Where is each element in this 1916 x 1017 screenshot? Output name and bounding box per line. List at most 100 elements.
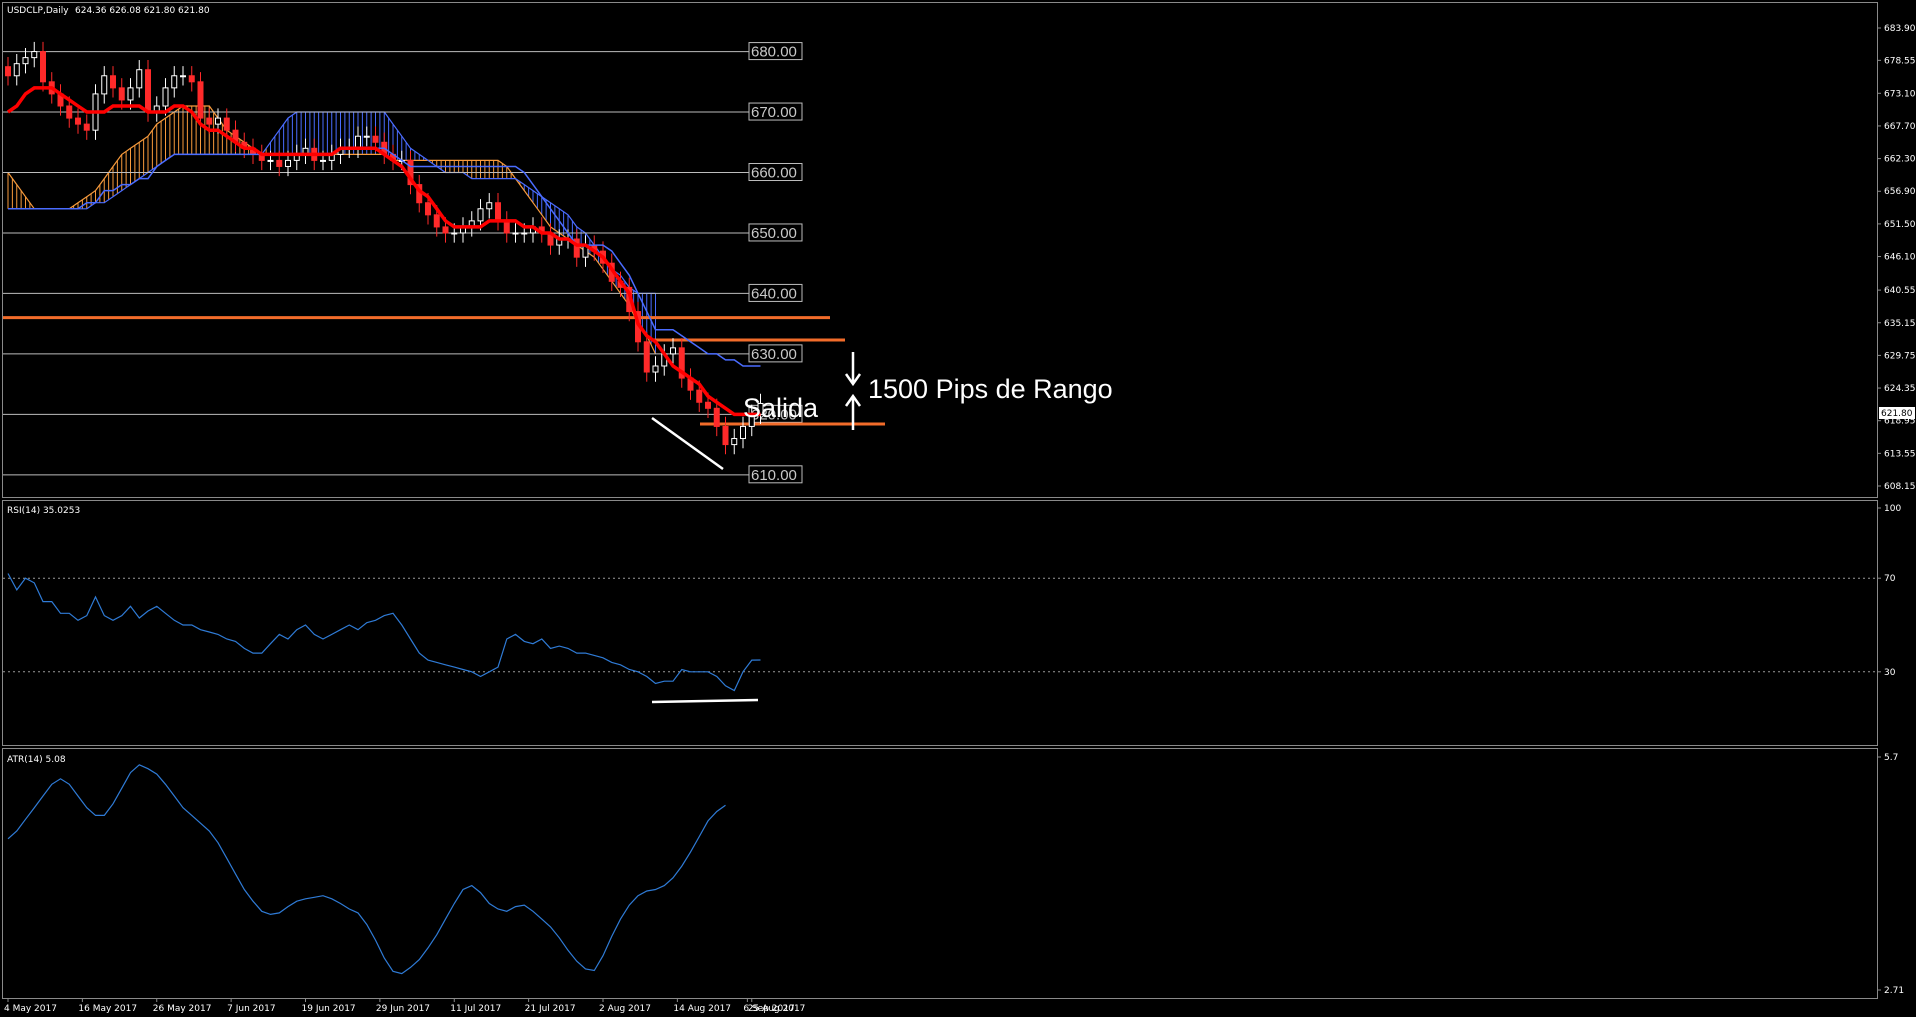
y-axes: 683.90 678.55 673.10 667.70 662.30 656.90 651.… [1877,24,1916,996]
candle-body [425,202,431,216]
candle-body [127,87,134,101]
x-tick-label: 11 Jul 2017 [450,1004,501,1014]
candle-body [110,75,116,89]
candle-body [433,214,440,228]
candle-body [372,135,379,143]
horizontal-levels: 680.00670.00660.00650.00640.00630.00620.… [3,42,803,484]
rsi-title: RSI(14) 35.0253 [7,506,80,516]
candle-body [573,238,580,258]
candle-body [66,105,73,119]
arrow-up-icon [844,393,862,430]
level-label-box [748,42,803,61]
level-label: 660.00 [751,165,797,182]
candle-body [276,159,283,167]
candle-body [267,159,274,162]
level-label: 680.00 [751,44,797,61]
candle-body [188,75,195,83]
candle-body [740,425,746,440]
candle-body [521,232,528,235]
candle-body [285,159,291,167]
x-tick-label: 26 May 2017 [153,1004,212,1014]
candle-body [652,365,659,373]
chart-symbol: USDCLP,Daily [7,6,69,16]
price-panel-frame [2,2,1878,498]
candle-body [22,57,29,65]
tenkan-sen-line [7,86,761,417]
candle-body [495,202,501,222]
rsi-indicator [3,573,1877,692]
y-tick-label: 640.55 [1884,286,1916,296]
y-tick-label: 608.15 [1884,482,1916,492]
x-tick-label: 25 Aug 2017 [748,1004,806,1014]
y-tick-label: 2.71 [1884,986,1904,996]
candle-body [678,347,685,379]
exit-annotation: Salida [743,393,819,423]
y-tick-label: 678.55 [1884,56,1916,66]
level-label: 630.00 [751,346,797,363]
candle-body [215,117,221,125]
candle-body [713,407,720,427]
y-tick-label: 635.15 [1884,319,1916,329]
candle-body [477,208,484,222]
candle-body [101,75,108,95]
y-tick-label: 662.30 [1884,155,1916,165]
candle-body [442,226,449,234]
y-tick-label: 70 [1884,574,1896,584]
current-price-label: 621.80 [1881,409,1913,419]
current-price-box [1879,407,1915,419]
y-tick-label: 5.7 [1884,753,1898,763]
x-tick-label: 21 Jul 2017 [525,1004,576,1014]
y-tick-label: 667.70 [1884,122,1916,132]
y-tick-label: 100 [1884,504,1901,514]
candle-body [705,401,711,409]
atr-line [7,764,726,975]
atr-title: ATR(14) 5.08 [7,755,66,765]
candle-body [31,51,38,59]
candle-body [13,63,20,77]
x-tick-label: 2 Aug 2017 [599,1004,651,1014]
x-tick-label: 6 Sep 2017 [743,1004,794,1014]
y-tick-label: 624.35 [1884,384,1916,394]
candle-body [118,87,125,101]
candle-body [75,117,81,125]
level-label: 610.00 [751,467,797,484]
rsi-panel-frame [2,500,1878,746]
candle-body [486,202,493,210]
y-tick-label: 673.10 [1884,89,1916,99]
candle-body [223,117,230,131]
x-tick-label: 19 Jun 2017 [302,1004,356,1014]
candle-body [696,389,703,403]
y-tick-label: 618.95 [1884,417,1916,427]
candle-body [363,135,370,138]
atr-panel-frame [2,748,1878,999]
x-tick-label: 14 Aug 2017 [673,1004,731,1014]
candle-body [171,75,178,89]
x-tick-label: 4 May 2017 [4,1004,57,1014]
candle-body [206,117,213,125]
annotation-marks [651,352,1915,704]
y-tick-label: 651.50 [1884,220,1916,230]
candle-body [503,220,510,234]
candle-body [512,232,519,235]
candle-body [5,66,11,77]
rsi-line [7,573,761,692]
y-tick-label: 629.75 [1884,351,1916,361]
indicator-lines [7,86,761,417]
candle-body [731,438,738,446]
candle-body [355,135,361,149]
candle-body [722,425,729,446]
y-tick-label: 656.90 [1884,187,1916,197]
candle-body [162,87,169,107]
x-tick-label: 7 Jun 2017 [227,1004,275,1014]
y-tick-label: 683.90 [1884,24,1916,34]
level-label-box [748,223,803,242]
candle-body [40,51,46,83]
level-label: 640.00 [751,285,797,302]
arrow-down-icon [844,352,862,387]
y-tick-label: 30 [1884,668,1896,678]
x-tick-label: 29 Jun 2017 [376,1004,430,1014]
range-annotation: 1500 Pips de Rango [868,374,1113,404]
atr-indicator [7,764,726,975]
level-label-box [748,344,803,363]
